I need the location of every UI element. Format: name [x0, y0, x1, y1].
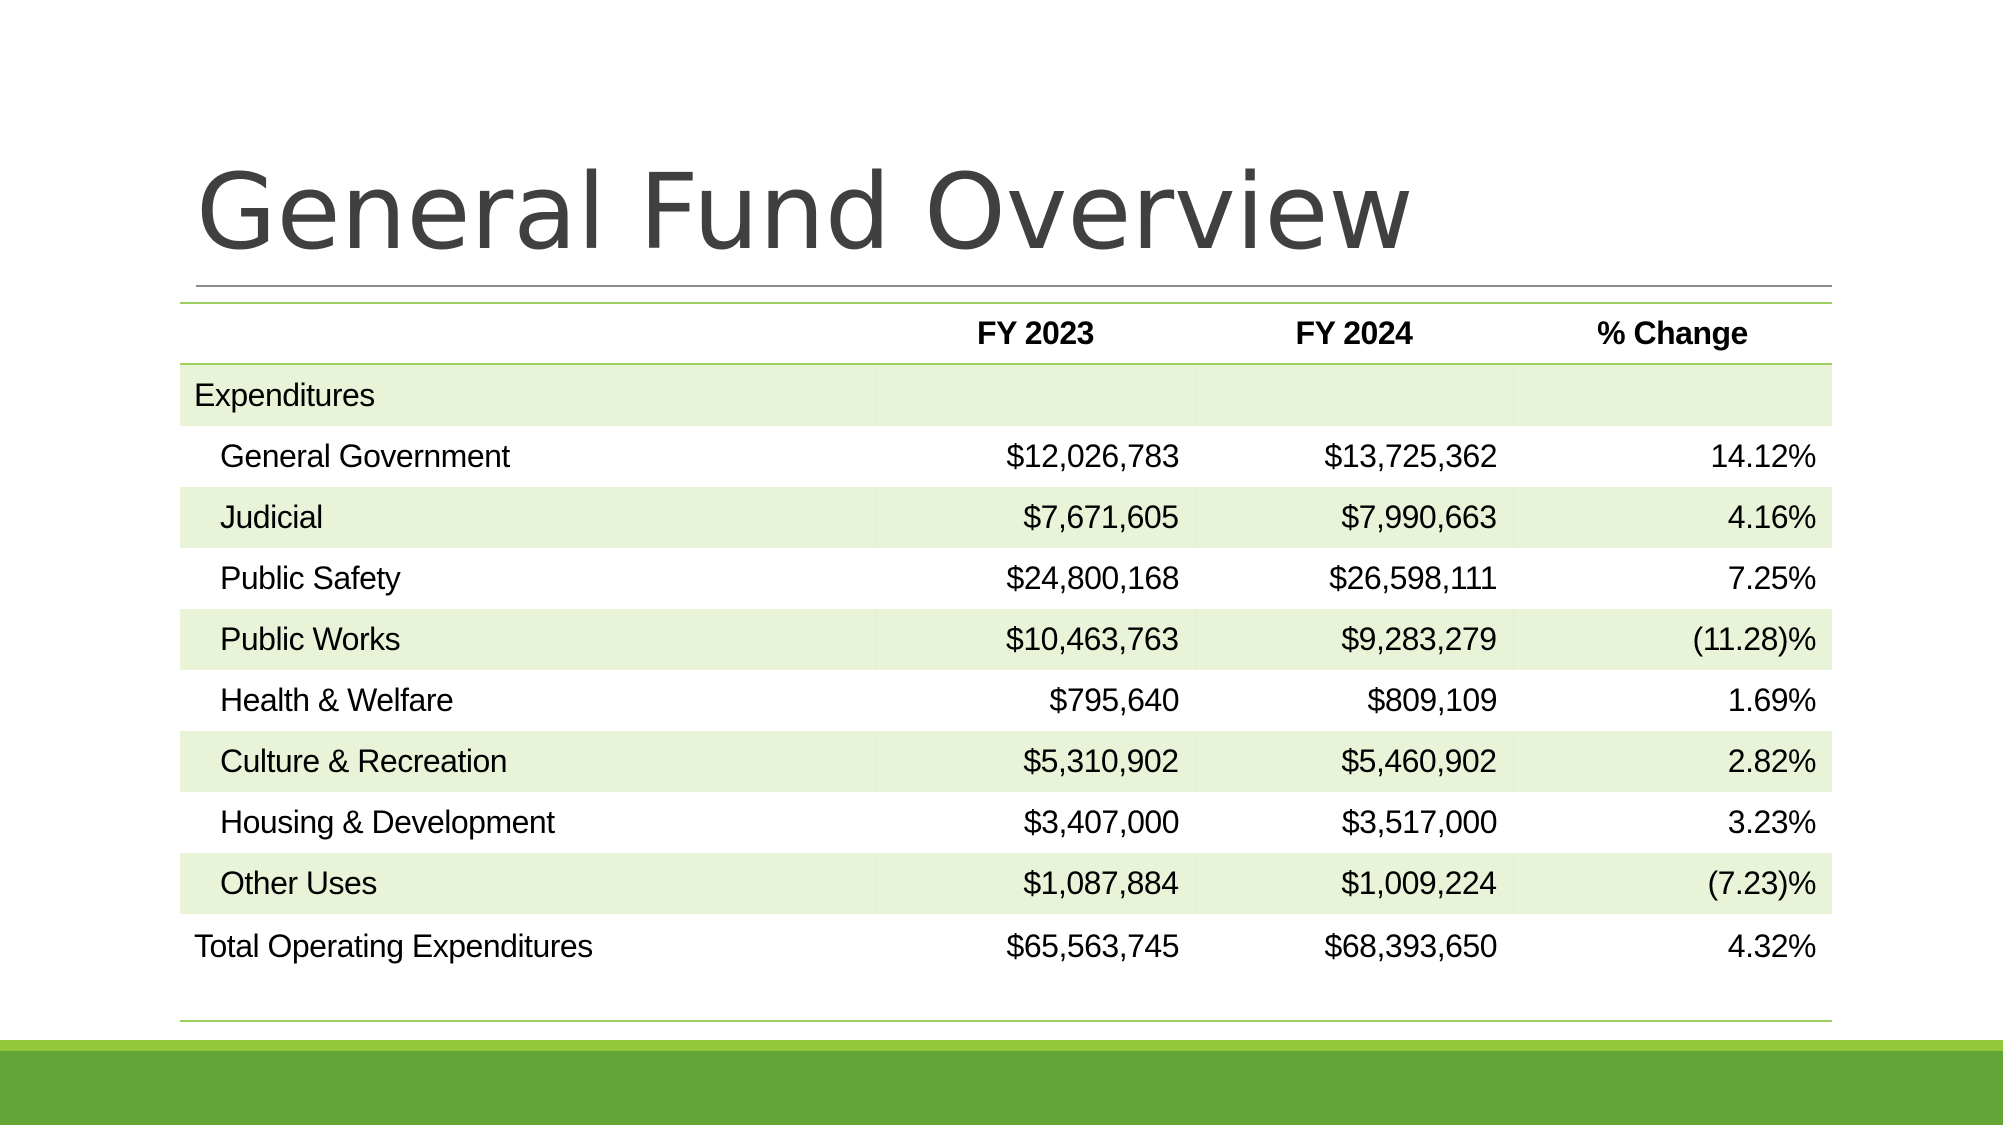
table-row: Health & Welfare $795,640 $809,109 1.69%	[180, 670, 1832, 731]
change-value: 14.12%	[1710, 438, 1816, 474]
fy2024-value: $13,725,362	[1324, 438, 1498, 474]
fy2023-value: $65,563,745	[1006, 928, 1180, 964]
fy2023-value: $795,640	[1049, 682, 1180, 718]
header-change: % Change	[1597, 315, 1748, 351]
fy2023-value: $10,463,763	[875, 609, 1195, 670]
change-value: 4.32%	[1727, 928, 1817, 964]
header-blank	[180, 303, 876, 364]
footer-band-dark	[0, 1051, 2003, 1125]
empty-cell	[1512, 364, 1832, 426]
fy2024-value: $26,598,111	[1329, 560, 1497, 596]
fy2024-value: $9,283,279	[1194, 609, 1513, 670]
change-value: 2.82%	[1512, 731, 1832, 792]
fy2023-value: $1,087,884	[875, 853, 1195, 914]
title-divider	[196, 285, 1832, 287]
row-label: Judicial	[180, 487, 876, 548]
row-label: Culture & Recreation	[180, 731, 876, 792]
header-fy2023: FY 2023	[977, 315, 1094, 351]
fy2024-value: $809,109	[1367, 682, 1498, 718]
row-label: Housing & Development	[220, 804, 555, 840]
header-fy2024: FY 2024	[1295, 315, 1413, 351]
change-value: 3.23%	[1727, 804, 1817, 840]
table-row: Housing & Development $3,407,000 $3,517,00…	[180, 792, 1832, 853]
footer-band-light	[0, 1040, 2003, 1051]
section-label: Expenditures	[180, 364, 876, 426]
header-row: FY 2023 FY 2024 % Change	[180, 303, 1832, 364]
table-row: General Government $12,026,783 $13,725,362…	[180, 426, 1832, 487]
fy2024-value: $68,393,650	[1324, 928, 1498, 964]
change-value: 1.69%	[1727, 682, 1817, 718]
fy2024-value: $7,990,663	[1194, 487, 1513, 548]
change-value: (7.23)%	[1512, 853, 1832, 914]
fy2024-value: $1,009,224	[1194, 853, 1513, 914]
empty-cell	[1194, 364, 1513, 426]
fy2024-value: $5,460,902	[1194, 731, 1513, 792]
total-row: Total Operating Expenditures $65,563,745 $…	[180, 914, 1832, 1021]
section-row: Expenditures	[180, 364, 1832, 426]
empty-cell	[875, 364, 1195, 426]
change-value: 7.25%	[1727, 560, 1817, 596]
table-row: Judicial $7,671,605 $7,990,663 4.16%	[180, 487, 1832, 548]
change-value: (11.28)%	[1512, 609, 1832, 670]
row-label: Health & Welfare	[220, 682, 454, 718]
fy2023-value: $3,407,000	[1023, 804, 1180, 840]
row-label: Public Safety	[220, 560, 401, 596]
row-label: Total Operating Expenditures	[194, 928, 593, 964]
fy2023-value: $5,310,902	[875, 731, 1195, 792]
row-label: Public Works	[180, 609, 876, 670]
fy2023-value: $12,026,783	[1006, 438, 1180, 474]
change-value: 4.16%	[1512, 487, 1832, 548]
table-row: Other Uses $1,087,884 $1,009,224 (7.23)%	[180, 853, 1832, 914]
fy2023-value: $24,800,168	[1006, 560, 1180, 596]
table-row: Culture & Recreation $5,310,902 $5,460,902…	[180, 731, 1832, 792]
fy2023-value: $7,671,605	[875, 487, 1195, 548]
table-row: Public Works $10,463,763 $9,283,279 (11.28)…	[180, 609, 1832, 670]
table-row: Public Safety $24,800,168 $26,598,111 7.25%	[180, 548, 1832, 609]
fy2024-value: $3,517,000	[1341, 804, 1498, 840]
general-fund-table: FY 2023 FY 2024 % Change Expenditures Ge…	[180, 302, 1832, 1022]
row-label: Other Uses	[180, 853, 876, 914]
slide-title: General Fund Overview	[196, 151, 1414, 273]
row-label: General Government	[220, 438, 510, 474]
